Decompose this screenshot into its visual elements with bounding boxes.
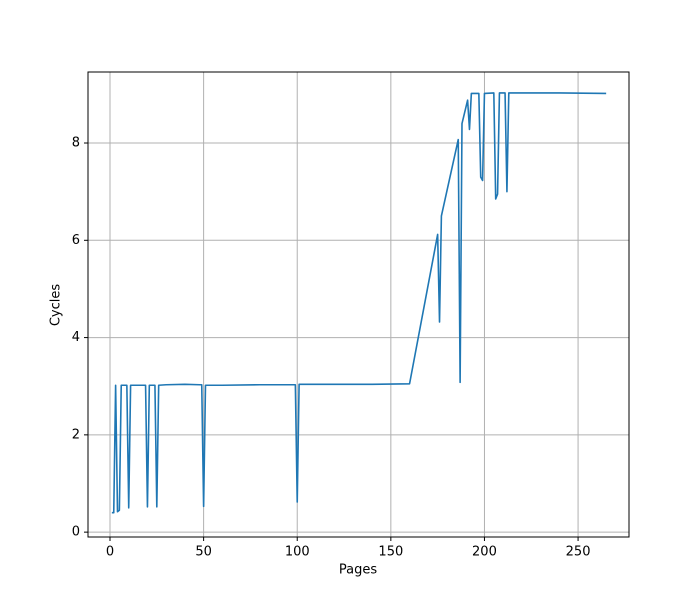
x-axis-label: Pages (339, 563, 377, 578)
x-tick-label: 250 (566, 545, 591, 560)
x-tick-label: 150 (378, 545, 403, 560)
x-tick-label: 100 (285, 545, 310, 560)
x-tick-label: 200 (472, 545, 497, 560)
y-tick-label: 8 (72, 136, 80, 151)
y-tick-label: 0 (72, 525, 80, 540)
x-tick-label: 50 (195, 545, 212, 560)
y-tick-label: 6 (72, 233, 80, 248)
plot-frame (87, 71, 630, 538)
y-axis-label: Cycles (49, 284, 64, 327)
x-tick-label: 0 (106, 545, 114, 560)
y-tick-label: 4 (72, 330, 80, 345)
line (111, 92, 607, 514)
y-tick-label: 2 (72, 427, 80, 442)
